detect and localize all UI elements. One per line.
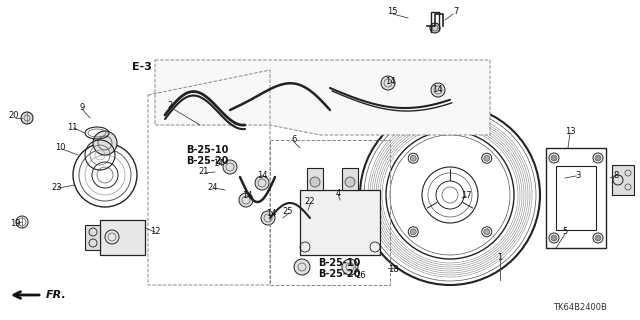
Circle shape	[551, 155, 557, 161]
Circle shape	[430, 23, 440, 33]
Text: 14: 14	[385, 77, 396, 86]
Text: 2: 2	[168, 100, 173, 109]
Circle shape	[484, 229, 490, 235]
Bar	[85, 225, 100, 250]
Text: 3: 3	[575, 171, 580, 180]
Text: 13: 13	[564, 127, 575, 137]
Text: 18: 18	[388, 265, 398, 274]
Circle shape	[595, 155, 601, 161]
Text: 12: 12	[150, 228, 160, 236]
Circle shape	[223, 160, 237, 174]
Text: B-25-10: B-25-10	[318, 258, 360, 268]
Circle shape	[261, 211, 275, 225]
Text: 23: 23	[52, 183, 62, 193]
Text: E-3: E-3	[132, 62, 152, 72]
Text: B-25-20: B-25-20	[186, 156, 228, 166]
Circle shape	[93, 131, 117, 155]
Text: 10: 10	[55, 143, 65, 153]
Text: 4: 4	[335, 188, 340, 197]
Text: TK64B2400B: TK64B2400B	[553, 303, 607, 312]
Circle shape	[255, 176, 269, 190]
Text: 11: 11	[67, 123, 77, 132]
Circle shape	[345, 177, 355, 187]
Polygon shape	[155, 60, 490, 135]
Text: B-25-20: B-25-20	[318, 269, 360, 279]
Text: 14: 14	[242, 191, 252, 201]
Bar	[300, 190, 380, 255]
Text: 14: 14	[432, 85, 442, 94]
Text: 14: 14	[212, 158, 223, 167]
Bar	[556, 166, 596, 230]
Circle shape	[410, 155, 416, 161]
Circle shape	[431, 83, 445, 97]
Text: 24: 24	[208, 182, 218, 191]
Text: 22: 22	[305, 197, 316, 206]
Circle shape	[410, 229, 416, 235]
Text: B-25-10: B-25-10	[186, 145, 228, 155]
Circle shape	[310, 177, 320, 187]
Circle shape	[294, 259, 310, 275]
Text: 5: 5	[563, 228, 568, 236]
Text: 25: 25	[283, 207, 293, 217]
Bar	[100, 220, 145, 255]
Text: 20: 20	[9, 111, 19, 121]
Circle shape	[595, 235, 601, 241]
Bar	[546, 148, 606, 248]
Text: FR.: FR.	[46, 290, 67, 300]
Circle shape	[381, 76, 395, 90]
Circle shape	[551, 235, 557, 241]
Bar	[342, 168, 358, 190]
Text: 17: 17	[461, 190, 471, 199]
Bar	[612, 165, 634, 195]
Bar	[307, 168, 323, 190]
Circle shape	[21, 112, 33, 124]
Text: 21: 21	[199, 167, 209, 177]
Text: 15: 15	[387, 7, 397, 17]
Text: 14: 14	[257, 172, 268, 180]
Text: 7: 7	[453, 7, 459, 17]
Text: 9: 9	[79, 103, 84, 113]
Circle shape	[239, 193, 253, 207]
Text: 19: 19	[10, 220, 20, 228]
Circle shape	[484, 155, 490, 161]
Text: 8: 8	[613, 171, 619, 180]
Text: 6: 6	[291, 135, 297, 145]
Text: 16: 16	[355, 270, 365, 279]
Text: 14: 14	[266, 209, 276, 218]
Text: 1: 1	[497, 253, 502, 262]
Circle shape	[342, 259, 358, 275]
